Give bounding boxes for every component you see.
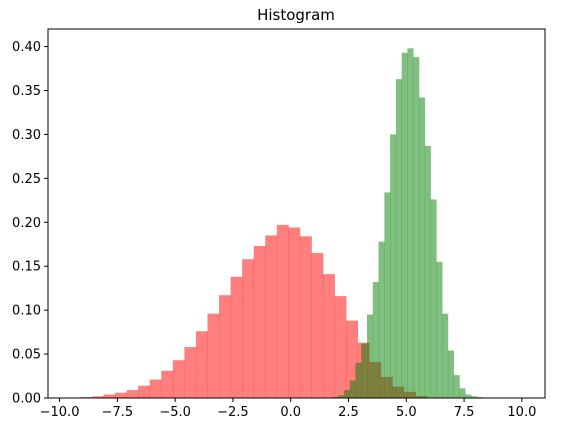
y-tick-label: 0.05 bbox=[12, 348, 41, 363]
series-1-bar bbox=[172, 360, 185, 398]
series-2-bar bbox=[349, 380, 356, 398]
series-1-bar bbox=[184, 347, 197, 398]
series-1-bar bbox=[149, 379, 162, 398]
series-2-bar bbox=[465, 394, 472, 398]
y-tick-label: 0.40 bbox=[12, 40, 41, 55]
x-tick-label: 7.5 bbox=[454, 405, 475, 420]
series-1-bar bbox=[242, 259, 255, 398]
series-1-bar bbox=[91, 396, 104, 398]
series-1-bar bbox=[299, 236, 312, 398]
series-1-bar bbox=[103, 394, 116, 398]
series-2-bar bbox=[367, 314, 374, 398]
y-tick-label: 0.10 bbox=[12, 304, 41, 319]
series-1-bar bbox=[276, 224, 289, 398]
y-tick-label: 0.00 bbox=[12, 392, 41, 407]
series-1-bar bbox=[334, 296, 347, 398]
series-2-bar bbox=[378, 241, 385, 398]
series-2-bar bbox=[453, 375, 460, 398]
series-2-bar bbox=[372, 282, 379, 398]
series-1-bar bbox=[195, 331, 208, 398]
series-1-bar bbox=[207, 313, 220, 398]
plot-area-frame bbox=[47, 28, 546, 399]
series-2-bar bbox=[401, 52, 408, 398]
series-2-bar bbox=[343, 390, 350, 398]
series-1-bar bbox=[323, 274, 335, 398]
series-1-bar bbox=[126, 390, 139, 398]
x-tick-label: 0.0 bbox=[280, 405, 301, 420]
series-1-bar bbox=[265, 235, 278, 398]
series-2-bar bbox=[395, 79, 402, 398]
y-tick-label: 0.20 bbox=[12, 216, 41, 231]
y-tick-label: 0.15 bbox=[12, 260, 41, 275]
series-1-bar bbox=[219, 295, 231, 398]
y-tick-label: 0.30 bbox=[12, 128, 41, 143]
x-tick-label: 10.0 bbox=[507, 405, 536, 420]
series-1-bar bbox=[288, 227, 301, 398]
x-tick-label: 2.5 bbox=[338, 405, 359, 420]
series-2-bar bbox=[384, 192, 391, 398]
chart-title: Histogram bbox=[257, 6, 335, 24]
series-2-bar bbox=[442, 313, 449, 398]
y-tick-label: 0.35 bbox=[12, 84, 41, 99]
y-axis: 0.00 0.05 0.10 0.15 0.20 0.25 0.30 0.35 0.40 bbox=[12, 40, 48, 407]
series-2-bar bbox=[459, 388, 466, 398]
bars-layer bbox=[68, 48, 483, 399]
series-2-bar bbox=[447, 350, 454, 398]
series-2-bar bbox=[413, 57, 420, 399]
series-1-bar bbox=[230, 276, 243, 398]
series-1-bar bbox=[161, 370, 174, 398]
x-tick-label: 5.0 bbox=[396, 405, 417, 420]
x-tick-label: −10.0 bbox=[40, 405, 80, 420]
x-axis: −10.0 −7.5 −5.0 −2.5 0.0 2.5 5.0 7.5 10.0 bbox=[40, 398, 536, 420]
series-2-bar bbox=[407, 48, 414, 398]
series-2-bar bbox=[430, 199, 437, 398]
series-2-bar bbox=[338, 395, 345, 398]
series-2-bar bbox=[361, 343, 368, 398]
series-1-bar bbox=[311, 253, 324, 398]
series-1-bar bbox=[138, 385, 151, 398]
series-2-bar bbox=[471, 396, 478, 398]
x-tick-label: −2.5 bbox=[217, 405, 249, 420]
series-1-bar bbox=[115, 392, 127, 398]
series-2-bar bbox=[436, 261, 443, 398]
series-1-bar bbox=[346, 320, 359, 398]
x-tick-label: −7.5 bbox=[102, 405, 134, 420]
series-1-bar bbox=[253, 246, 266, 398]
series-2-bar bbox=[424, 145, 431, 398]
series-2-bar bbox=[390, 134, 397, 398]
x-tick-label: −5.0 bbox=[159, 405, 191, 420]
series-2-bar bbox=[355, 362, 362, 398]
series-2-bar bbox=[419, 97, 426, 398]
y-tick-label: 0.25 bbox=[12, 172, 41, 187]
